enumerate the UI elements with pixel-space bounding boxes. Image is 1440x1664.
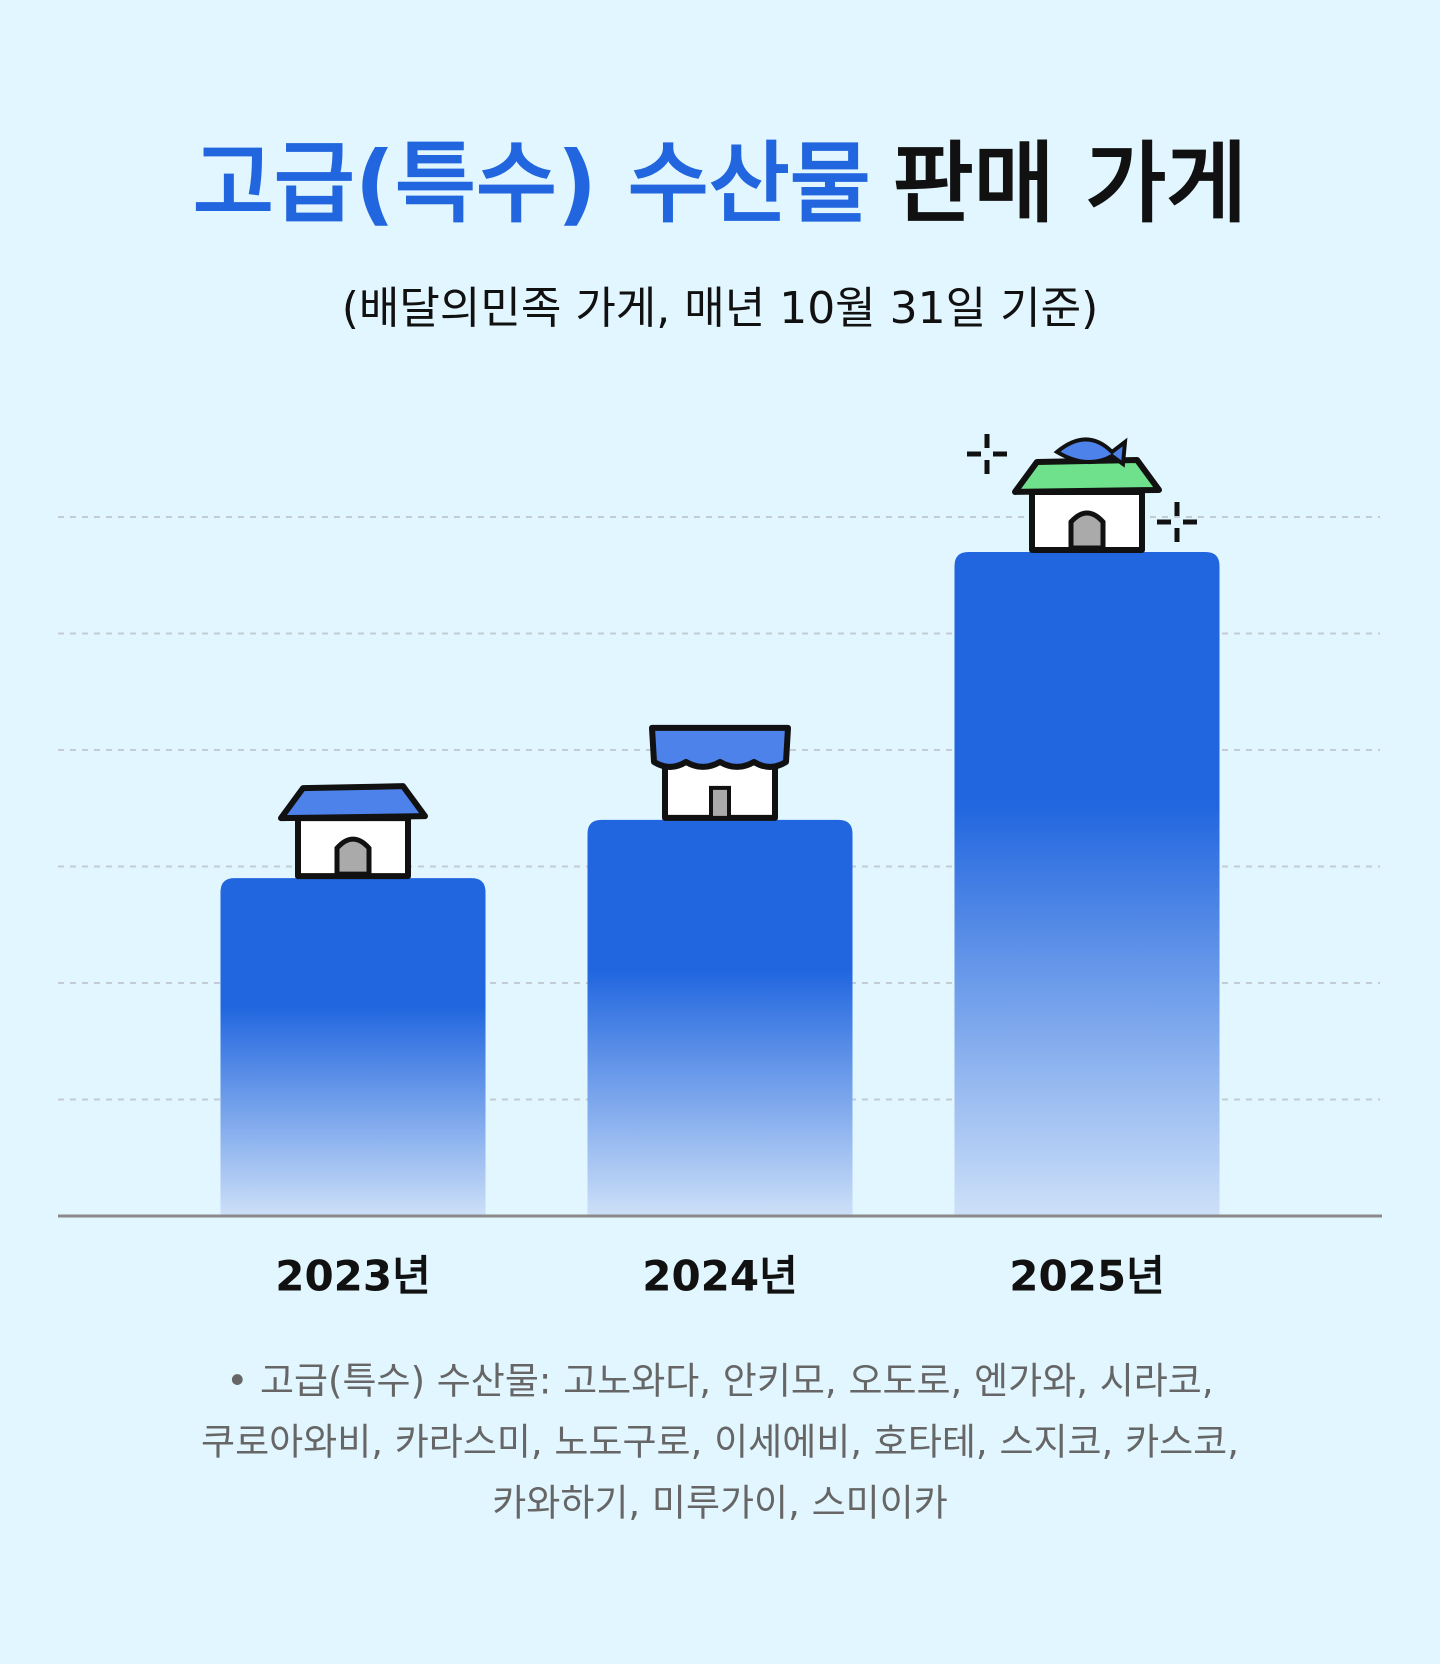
bar	[220, 878, 486, 1216]
house-icon	[967, 433, 1197, 553]
x-tick-label: 2024년	[642, 1252, 798, 1301]
footnote: 카와하기, 미루가이, 스미이카	[492, 1482, 948, 1525]
title-rest: 판매 가게	[893, 132, 1247, 235]
door	[1068, 510, 1106, 551]
subtitle: (배달의민족 가게, 매년 10월 31일 기준)	[342, 283, 1098, 334]
roof	[1012, 456, 1162, 495]
x-tick-label: 2025년	[1009, 1252, 1165, 1301]
footnote: • 고급(특수) 수산물: 고노와다, 안키모, 오도로, 엔가와, 시라코,	[226, 1360, 1213, 1403]
house-icon	[278, 783, 428, 880]
title-highlight: 고급(특수) 수산물	[193, 132, 871, 235]
footnote: 쿠로아와비, 카라스미, 노도구로, 이세에비, 호타테, 스지코, 카스코,	[201, 1421, 1239, 1464]
fish	[1053, 437, 1128, 468]
awning	[649, 724, 791, 770]
roof	[278, 783, 428, 822]
door	[709, 785, 731, 820]
house-icon	[649, 724, 791, 821]
x-tick-label: 2023년	[275, 1252, 431, 1301]
sparkle	[967, 433, 1007, 474]
bar	[587, 819, 853, 1216]
bar	[954, 551, 1220, 1216]
sparkle	[1157, 501, 1197, 542]
chart-title: 고급(특수) 수산물 판매 가게	[193, 132, 1247, 235]
door	[334, 836, 372, 877]
